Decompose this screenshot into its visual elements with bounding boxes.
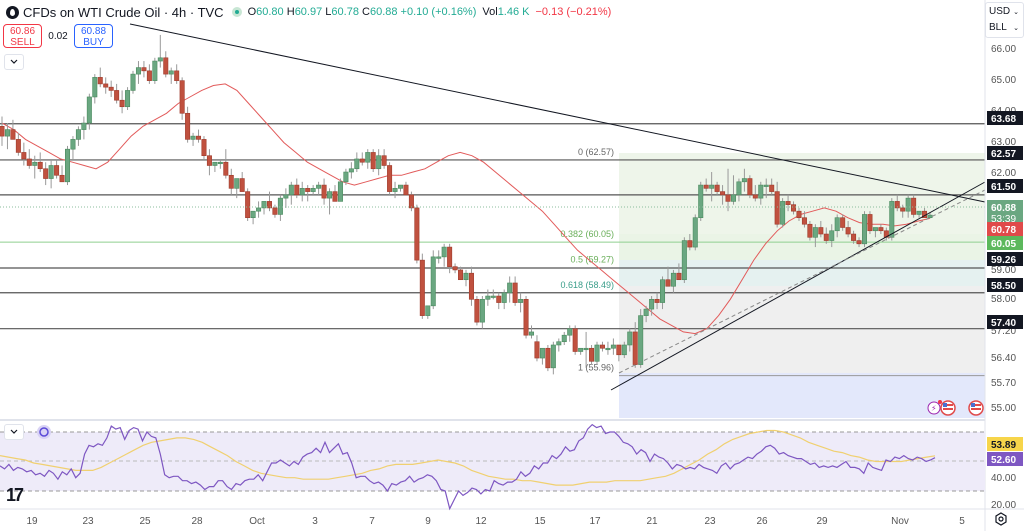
ascending-channel-dashed[interactable] — [618, 189, 986, 374]
horizontal-levels — [0, 123, 985, 377]
chevron-down-icon — [10, 429, 18, 434]
svg-text:25: 25 — [139, 516, 151, 527]
ohlc-values: O60.80 H60.97 L60.78 C60.88 +0.10 (+0.16… — [247, 6, 477, 18]
svg-text:Oct: Oct — [249, 516, 265, 527]
unit-select[interactable]: BLL ⌄ — [989, 22, 1019, 33]
svg-text:55.70: 55.70 — [991, 378, 1016, 389]
spread-value: 0.02 — [48, 30, 68, 42]
svg-text:58.50: 58.50 — [991, 281, 1016, 292]
symbol-title[interactable]: CFDs on WTI Crude Oil · 4h · TVC — [23, 4, 224, 20]
svg-text:59.00: 59.00 — [991, 265, 1016, 276]
svg-text:62.57: 62.57 — [991, 149, 1016, 160]
svg-text:28: 28 — [191, 516, 203, 527]
svg-text:12: 12 — [475, 516, 487, 527]
svg-text:Nov: Nov — [891, 516, 909, 527]
symbol-header: CFDs on WTI Crude Oil · 4h · TVC O60.80 … — [6, 3, 617, 21]
svg-text:1 (55.96): 1 (55.96) — [578, 363, 614, 373]
svg-text:0.618 (58.49): 0.618 (58.49) — [560, 280, 614, 290]
svg-text:7: 7 — [369, 516, 375, 527]
refresh-circle-icon[interactable] — [37, 425, 51, 439]
trade-panel: 60.86 SELL 0.02 60.88 BUY — [3, 24, 113, 48]
chevron-down-icon: ⌄ — [1013, 8, 1019, 16]
fib-labels: 0 (62.57) 0.382 (60.05) 0.5 (59.27) 0.618 (… — [560, 147, 614, 373]
svg-text:55.00: 55.00 — [991, 403, 1016, 414]
buy-button[interactable]: 60.88 BUY — [74, 24, 113, 48]
svg-text:63.00: 63.00 — [991, 137, 1016, 148]
svg-text:20.00: 20.00 — [991, 500, 1016, 511]
svg-text:0.382 (60.05): 0.382 (60.05) — [560, 229, 614, 239]
chevron-down-icon — [10, 59, 18, 64]
svg-text:60.05: 60.05 — [991, 239, 1016, 250]
currency-select[interactable]: USD ⌄ — [989, 6, 1019, 17]
chevron-down-icon: ⌄ — [1013, 24, 1019, 32]
svg-text:19: 19 — [26, 516, 38, 527]
svg-text:61.50: 61.50 — [991, 182, 1016, 193]
oil-drop-icon — [6, 5, 19, 19]
gear-icon[interactable] — [994, 512, 1008, 526]
svg-text:53:39: 53:39 — [991, 214, 1016, 225]
svg-text:57.20: 57.20 — [991, 326, 1016, 337]
events-row[interactable]: ⚡ — [927, 400, 984, 416]
svg-text:62.00: 62.00 — [991, 168, 1016, 179]
svg-text:26: 26 — [756, 516, 768, 527]
moving-average-line — [1, 83, 931, 335]
svg-text:0.5 (59.27): 0.5 (59.27) — [570, 255, 614, 265]
svg-text:59.26: 59.26 — [991, 255, 1016, 266]
collapse-legend-button[interactable] — [4, 54, 24, 70]
rsi-axis: 53.89 52.60 40.00 20.00 — [987, 437, 1023, 511]
candlesticks — [0, 34, 933, 375]
svg-text:15: 15 — [534, 516, 546, 527]
svg-text:⚡: ⚡ — [931, 404, 937, 413]
time-axis[interactable]: 19 23 25 28 Oct 3 7 9 12 15 17 21 23 26 29 Nov 5 — [26, 516, 965, 527]
svg-text:57.40: 57.40 — [991, 318, 1016, 329]
svg-text:21: 21 — [646, 516, 658, 527]
svg-text:60.78: 60.78 — [991, 225, 1016, 236]
volume-change: −0.13 (−0.21%) — [535, 6, 612, 18]
lightning-event-icon — [927, 401, 941, 415]
svg-text:5: 5 — [959, 516, 965, 527]
svg-text:56.40: 56.40 — [991, 353, 1016, 364]
svg-text:40.00: 40.00 — [991, 473, 1016, 484]
svg-text:3: 3 — [312, 516, 318, 527]
sell-button[interactable]: 60.86 SELL — [3, 24, 42, 48]
fib-retracement-zones — [619, 153, 985, 418]
svg-text:60.88: 60.88 — [991, 203, 1016, 214]
axis-unit-selector: USD ⌄ BLL ⌄ — [985, 2, 1024, 38]
svg-text:23: 23 — [704, 516, 716, 527]
market-open-dot-icon — [231, 7, 242, 17]
svg-text:17: 17 — [589, 516, 601, 527]
svg-text:66.00: 66.00 — [991, 44, 1016, 55]
svg-text:63.68: 63.68 — [991, 114, 1016, 125]
svg-text:29: 29 — [816, 516, 828, 527]
rsi-pane — [0, 423, 985, 511]
tradingview-logo-icon[interactable]: 17 — [6, 485, 24, 505]
svg-text:53.89: 53.89 — [991, 440, 1016, 451]
svg-text:0 (62.57): 0 (62.57) — [578, 147, 614, 157]
svg-text:9: 9 — [425, 516, 431, 527]
ascending-trendline[interactable] — [610, 181, 986, 391]
svg-text:23: 23 — [82, 516, 94, 527]
svg-text:52.60: 52.60 — [991, 455, 1016, 466]
svg-text:65.00: 65.00 — [991, 75, 1016, 86]
volume: Vol1.46 K — [482, 6, 530, 18]
collapse-rsi-legend-button[interactable] — [4, 424, 24, 440]
svg-text:58.00: 58.00 — [991, 294, 1016, 305]
descending-trendline[interactable] — [129, 23, 986, 203]
